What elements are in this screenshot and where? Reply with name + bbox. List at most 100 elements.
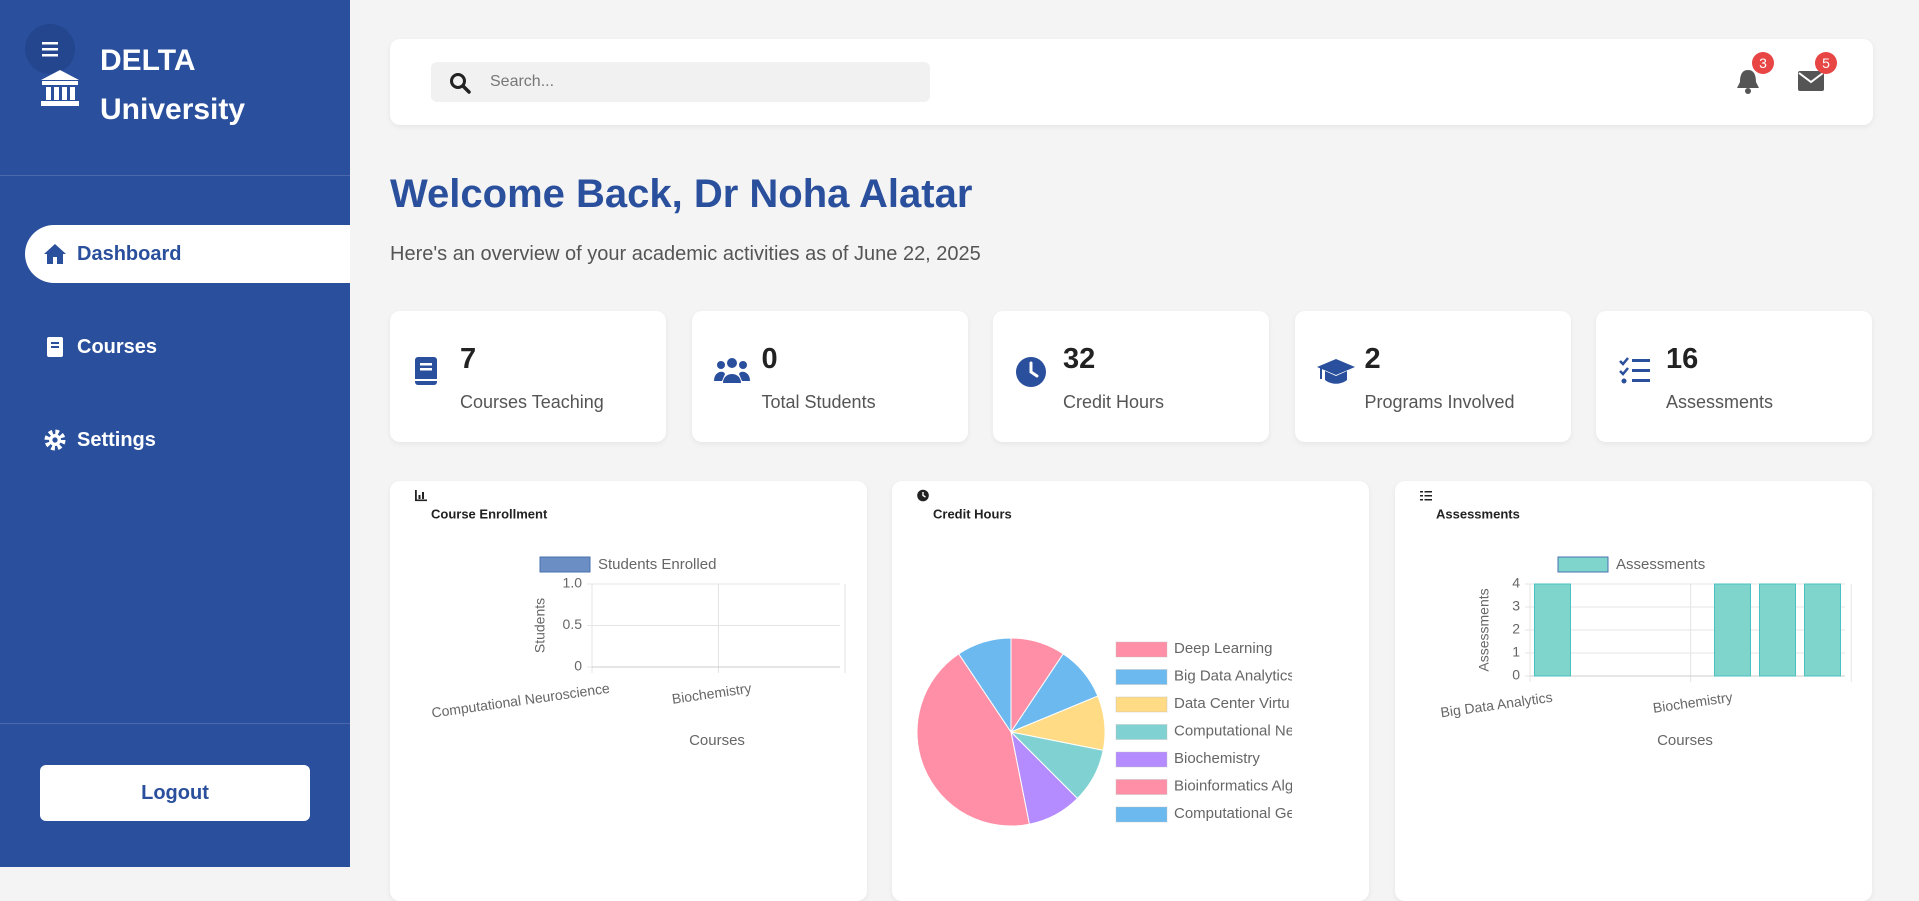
stat-card: 0 Total Students xyxy=(691,311,968,442)
icon-shape xyxy=(1420,495,1423,497)
search-box[interactable]: Search... xyxy=(431,62,930,102)
menu-button[interactable] xyxy=(25,24,75,74)
stat-icon xyxy=(713,358,750,383)
welcome-title: Welcome Back, Dr Noha Alatar xyxy=(390,172,973,216)
icon-shape xyxy=(1324,371,1347,384)
stat-label: Assessments xyxy=(1666,392,1774,412)
y-axis-title: Assessments xyxy=(1476,588,1492,671)
icon-shape xyxy=(1424,499,1432,501)
y-axis-title: Students xyxy=(532,598,548,653)
legend-swatch xyxy=(1115,696,1168,713)
stat-icon xyxy=(415,357,437,385)
nav-label: Settings xyxy=(77,428,156,451)
nav-item[interactable]: Dashboard xyxy=(25,225,350,283)
brand-name: DELTA xyxy=(100,44,196,77)
legend-label: Students Enrolled xyxy=(598,556,716,573)
icon-shape xyxy=(420,368,432,371)
icon-shape xyxy=(1420,491,1423,493)
x-tick-label: Big Data Analytics xyxy=(1439,689,1553,721)
notification-badge: 3 xyxy=(1752,52,1774,74)
stat-icon xyxy=(1316,359,1355,384)
divider xyxy=(0,175,350,176)
icon-shape xyxy=(1619,367,1629,376)
legend: Deep Learning Big Data Analytics Data Cent… xyxy=(1115,640,1295,823)
legend-swatch xyxy=(1557,556,1609,573)
x-axis-title: Courses xyxy=(689,732,745,749)
icon-shape xyxy=(1420,499,1423,501)
stat-card: 32 Credit Hours xyxy=(993,311,1269,442)
x-tick-label: Computational Neuroscience xyxy=(430,680,610,721)
nav-label: Dashboard xyxy=(77,242,182,265)
search-icon xyxy=(450,73,471,94)
stat-card: 2 Programs Involved xyxy=(1294,311,1571,442)
chart-card: Course Enrollment Students Enrolled 0 0.5 1.… xyxy=(390,481,867,901)
page: {"sidebar": {"brand": ["DELTA", "Univers… xyxy=(0,0,1873,901)
chart-title: Credit Hours xyxy=(933,506,1012,521)
legend-label: Computational Ne xyxy=(1174,722,1294,739)
legend-swatch xyxy=(1115,724,1168,740)
title-icon xyxy=(917,489,929,502)
legend-swatch xyxy=(1115,751,1168,768)
legend-swatch xyxy=(1115,641,1168,658)
message-badge: 5 xyxy=(1815,52,1837,74)
icon-shape xyxy=(418,495,421,499)
stat-label: Courses Teaching xyxy=(460,392,604,412)
y-tick-label: 3 xyxy=(1512,598,1520,614)
y-tick-label: 1 xyxy=(1512,644,1520,660)
legend-label: Bioinformatics Alg xyxy=(1174,777,1293,794)
stat-value: 32 xyxy=(1063,343,1096,375)
y-tick-label: 0 xyxy=(574,658,582,674)
icon-shape xyxy=(1319,367,1322,379)
icon-shape xyxy=(420,363,432,366)
brand-name: University xyxy=(100,93,246,126)
icon-shape xyxy=(738,371,750,381)
chart: Credit Hours Deep Learning Big Data Analyt… xyxy=(916,489,1295,827)
x-axis-title: Courses xyxy=(1657,732,1713,749)
gear-icon xyxy=(44,429,66,451)
icon-shape xyxy=(1632,359,1650,362)
bar xyxy=(1714,583,1751,677)
legend-label: Big Data Analytics xyxy=(1174,667,1295,684)
icon-shape xyxy=(738,361,747,369)
legend-label: Data Center Virtu xyxy=(1174,695,1290,712)
icon-shape xyxy=(415,379,437,381)
title-icon xyxy=(1420,491,1432,501)
chart: Assessments Assessments 0 1 2 3 4 Big Data Anal… xyxy=(1420,491,1852,749)
mail-icon[interactable] xyxy=(1797,70,1825,92)
search-placeholder: Search... xyxy=(490,73,555,90)
legend-swatch xyxy=(1115,779,1168,795)
stat-label: Credit Hours xyxy=(1063,392,1165,412)
stat-card: 16 Assessments xyxy=(1596,311,1872,442)
y-tick-label: 0.5 xyxy=(563,616,583,632)
icon-shape xyxy=(415,499,427,502)
bar xyxy=(1534,583,1571,677)
stat-card: 7 Courses Teaching xyxy=(390,311,666,442)
legend-label: Assessments xyxy=(1616,556,1705,573)
icon-shape xyxy=(1424,495,1432,497)
nav-item[interactable]: Courses xyxy=(25,318,350,376)
stat-value: 2 xyxy=(1364,343,1381,375)
sidebar: DELTA University Dashboard Courses Setti… xyxy=(0,0,350,867)
icon-shape xyxy=(716,361,725,369)
icon-shape xyxy=(1621,378,1627,384)
y-tick-label: 0 xyxy=(1512,667,1520,683)
stat-icon xyxy=(1016,357,1046,387)
stat-value: 16 xyxy=(1666,343,1699,375)
home-icon xyxy=(44,244,66,264)
x-tick-label: Biochemistry xyxy=(1652,689,1734,716)
nav-label: Courses xyxy=(77,335,158,358)
nav-item[interactable]: Settings xyxy=(25,411,350,469)
bell-icon[interactable] xyxy=(1735,68,1761,96)
pie-slice xyxy=(916,653,1030,827)
icon-shape xyxy=(713,371,725,381)
legend-label: Computational Ge xyxy=(1174,805,1295,822)
logout-button[interactable]: Logout xyxy=(40,765,310,821)
book-icon xyxy=(47,337,63,357)
chart: Course Enrollment Students Enrolled 0 0.5 1.… xyxy=(415,490,846,749)
icon-shape xyxy=(1424,491,1432,493)
bar xyxy=(1759,583,1796,677)
bar xyxy=(1804,583,1841,677)
legend-label: Biochemistry xyxy=(1174,750,1260,767)
pie-slice xyxy=(958,637,1012,734)
icon-shape xyxy=(1029,361,1039,378)
